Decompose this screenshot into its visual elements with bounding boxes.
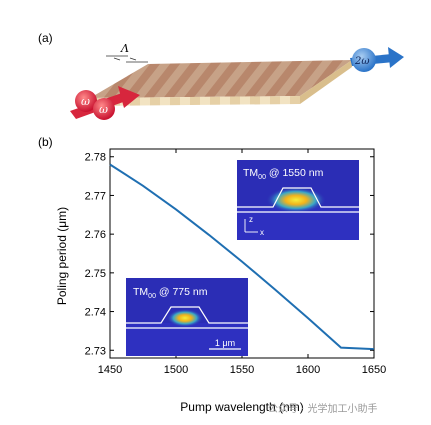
axis-x-label: x (260, 228, 264, 237)
x-tick-label-1: 1500 (164, 364, 188, 376)
waveguide-outline-1550 (237, 187, 359, 213)
x-axis-label: Pump wavelength (nm) (180, 400, 303, 414)
input-photon-1 (75, 90, 97, 112)
waveguide-side-face (300, 60, 352, 104)
output-photon (352, 48, 376, 72)
poling-period-chart: 1450 1500 1550 1600 1650 2.732.742.752.762.7… (85, 148, 386, 376)
x-tick-label-4: 1650 (362, 364, 386, 376)
output-beam (350, 47, 404, 72)
x-tick-label-3: 1600 (296, 364, 320, 376)
inset-mode-775: TM00 @ 775 nm 1 μm (126, 278, 248, 356)
waveguide-top (90, 60, 352, 98)
input-frequency-label-2: ω (99, 103, 108, 116)
waveguide-illustration: Λ ω ω 2ω (70, 42, 404, 120)
scale-bar-label: 1 μm (215, 338, 235, 348)
y-tick-label-0: 2.73 (85, 345, 106, 357)
y-axis-label: Poling period (μm) (55, 207, 69, 305)
coordinate-axes-icon (244, 219, 258, 233)
waveguide-front-face (90, 96, 300, 106)
output-frequency-label: 2ω (354, 56, 370, 67)
panel-a-label: (a) (38, 31, 53, 45)
axis-z-label: z (249, 215, 253, 224)
y-tick-label-2: 2.75 (85, 268, 106, 280)
y-axis: 2.73 2.74 2.75 2.76 2.77 2.78 (85, 152, 374, 357)
input-photon-2 (93, 98, 115, 120)
input-frequency-label-1: ω (81, 95, 90, 108)
y-tick-label-5: 2.78 (85, 152, 106, 164)
inset-mode-1550: TM00 @ 1550 nm z x (237, 160, 359, 240)
waveguide-outline-775 (126, 306, 248, 329)
mode-profile-1550 (266, 187, 326, 213)
period-symbol: Λ (120, 42, 129, 55)
inset-775-mode: TM00 @ 775 nm (133, 286, 208, 300)
x-tick-label-2: 1550 (230, 364, 254, 376)
panel-b-label: (b) (38, 135, 53, 149)
y-tick-label-3: 2.76 (85, 229, 106, 241)
series-line-poling-period (109, 163, 375, 351)
period-marker (106, 55, 148, 63)
input-beam (70, 86, 140, 120)
y-tick-label-4: 2.77 (85, 190, 106, 202)
y-tick-label-1: 2.74 (85, 307, 106, 319)
watermark: 公众号 · 光学加工小助手 (268, 404, 378, 415)
mode-profile-775 (167, 309, 203, 327)
x-tick-label-0: 1450 (98, 364, 122, 376)
inset-1550-mode: TM00 @ 1550 nm (243, 167, 324, 181)
